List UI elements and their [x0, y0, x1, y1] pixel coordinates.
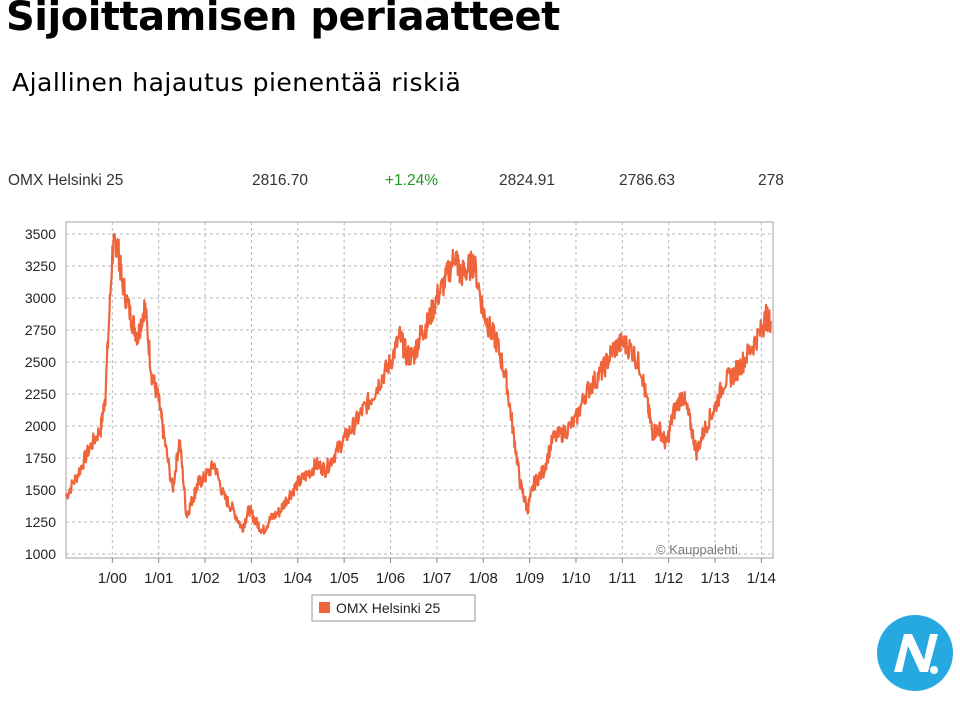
x-tick-label: 1/13 — [700, 570, 729, 587]
x-axis-labels: 1/00 1/01 1/02 1/03 1/04 1/05 1/06 1/07 1/08 1/09… — [98, 570, 776, 587]
x-tick-label: 1/06 — [376, 570, 405, 587]
y-tick-label: 1000 — [25, 546, 56, 562]
x-tick-label: 1/01 — [144, 570, 173, 587]
quote-header: OMX Helsinki 25 2816.70 +1.24% 2824.91 2… — [0, 160, 787, 204]
y-tick-label: 1250 — [25, 514, 56, 530]
y-tick-label: 2000 — [25, 418, 56, 434]
legend: OMX Helsinki 25 — [311, 594, 476, 622]
chart-panel: OMX Helsinki 25 2816.70 +1.24% 2824.91 2… — [0, 160, 787, 634]
quote-name: OMX Helsinki 25 — [8, 172, 124, 189]
y-axis-labels: 1000 1250 1500 1750 2000 2250 2500 2750 3000 3250… — [25, 226, 56, 562]
y-tick-label: 2500 — [25, 354, 56, 370]
x-tick-label: 1/05 — [330, 570, 359, 587]
quote-change: +1.24% — [385, 172, 439, 189]
legend-box — [311, 594, 476, 622]
quote-high: 2824.91 — [499, 172, 556, 189]
x-tick-label: 1/07 — [422, 570, 451, 587]
y-tick-label: 1750 — [25, 450, 56, 466]
quote-low: 2786.63 — [619, 172, 676, 189]
legend-label: OMX Helsinki 25 — [336, 600, 440, 616]
x-tick-label: 1/08 — [469, 570, 498, 587]
x-tick-label: 1/00 — [98, 570, 127, 587]
line-chart: 1000 1250 1500 1750 2000 2250 2500 2750 3000 3250… — [25, 221, 776, 622]
watermark: © Kauppalehti — [656, 542, 738, 557]
x-tick-label: 1/11 — [608, 570, 636, 587]
y-tick-label: 3250 — [25, 258, 56, 274]
y-tick-label: 1500 — [25, 482, 56, 498]
y-tick-label: 3500 — [25, 226, 56, 242]
y-tick-label: 2750 — [25, 322, 56, 338]
series-group — [64, 232, 772, 535]
brand-logo — [877, 615, 953, 691]
x-tick-label: 1/12 — [654, 570, 683, 587]
x-tick-label: 1/09 — [515, 570, 544, 587]
x-tick-label: 1/02 — [190, 570, 219, 587]
x-tick-label: 1/10 — [561, 570, 590, 587]
x-tick-label: 1/14 — [747, 570, 776, 587]
x-gridlines — [111, 222, 762, 563]
slide-title: Sijoittamisen periaatteet — [6, 0, 560, 40]
legend-swatch — [319, 602, 330, 613]
quote-extra: 278 — [758, 172, 784, 189]
x-tick-label: 1/04 — [283, 570, 312, 587]
quote-last-value: 2816.70 — [252, 172, 309, 189]
logo-dot — [930, 666, 938, 674]
slide-subtitle: Ajallinen hajautus pienentää riskiä — [12, 68, 462, 97]
y-gridlines — [66, 233, 773, 555]
x-tick-label: 1/03 — [237, 570, 266, 587]
series-line-omx-helsinki-25 — [64, 232, 772, 535]
y-tick-label: 3000 — [25, 290, 56, 306]
y-tick-label: 2250 — [25, 386, 56, 402]
plot-background — [65, 221, 774, 559]
logo-n-icon — [894, 634, 938, 672]
